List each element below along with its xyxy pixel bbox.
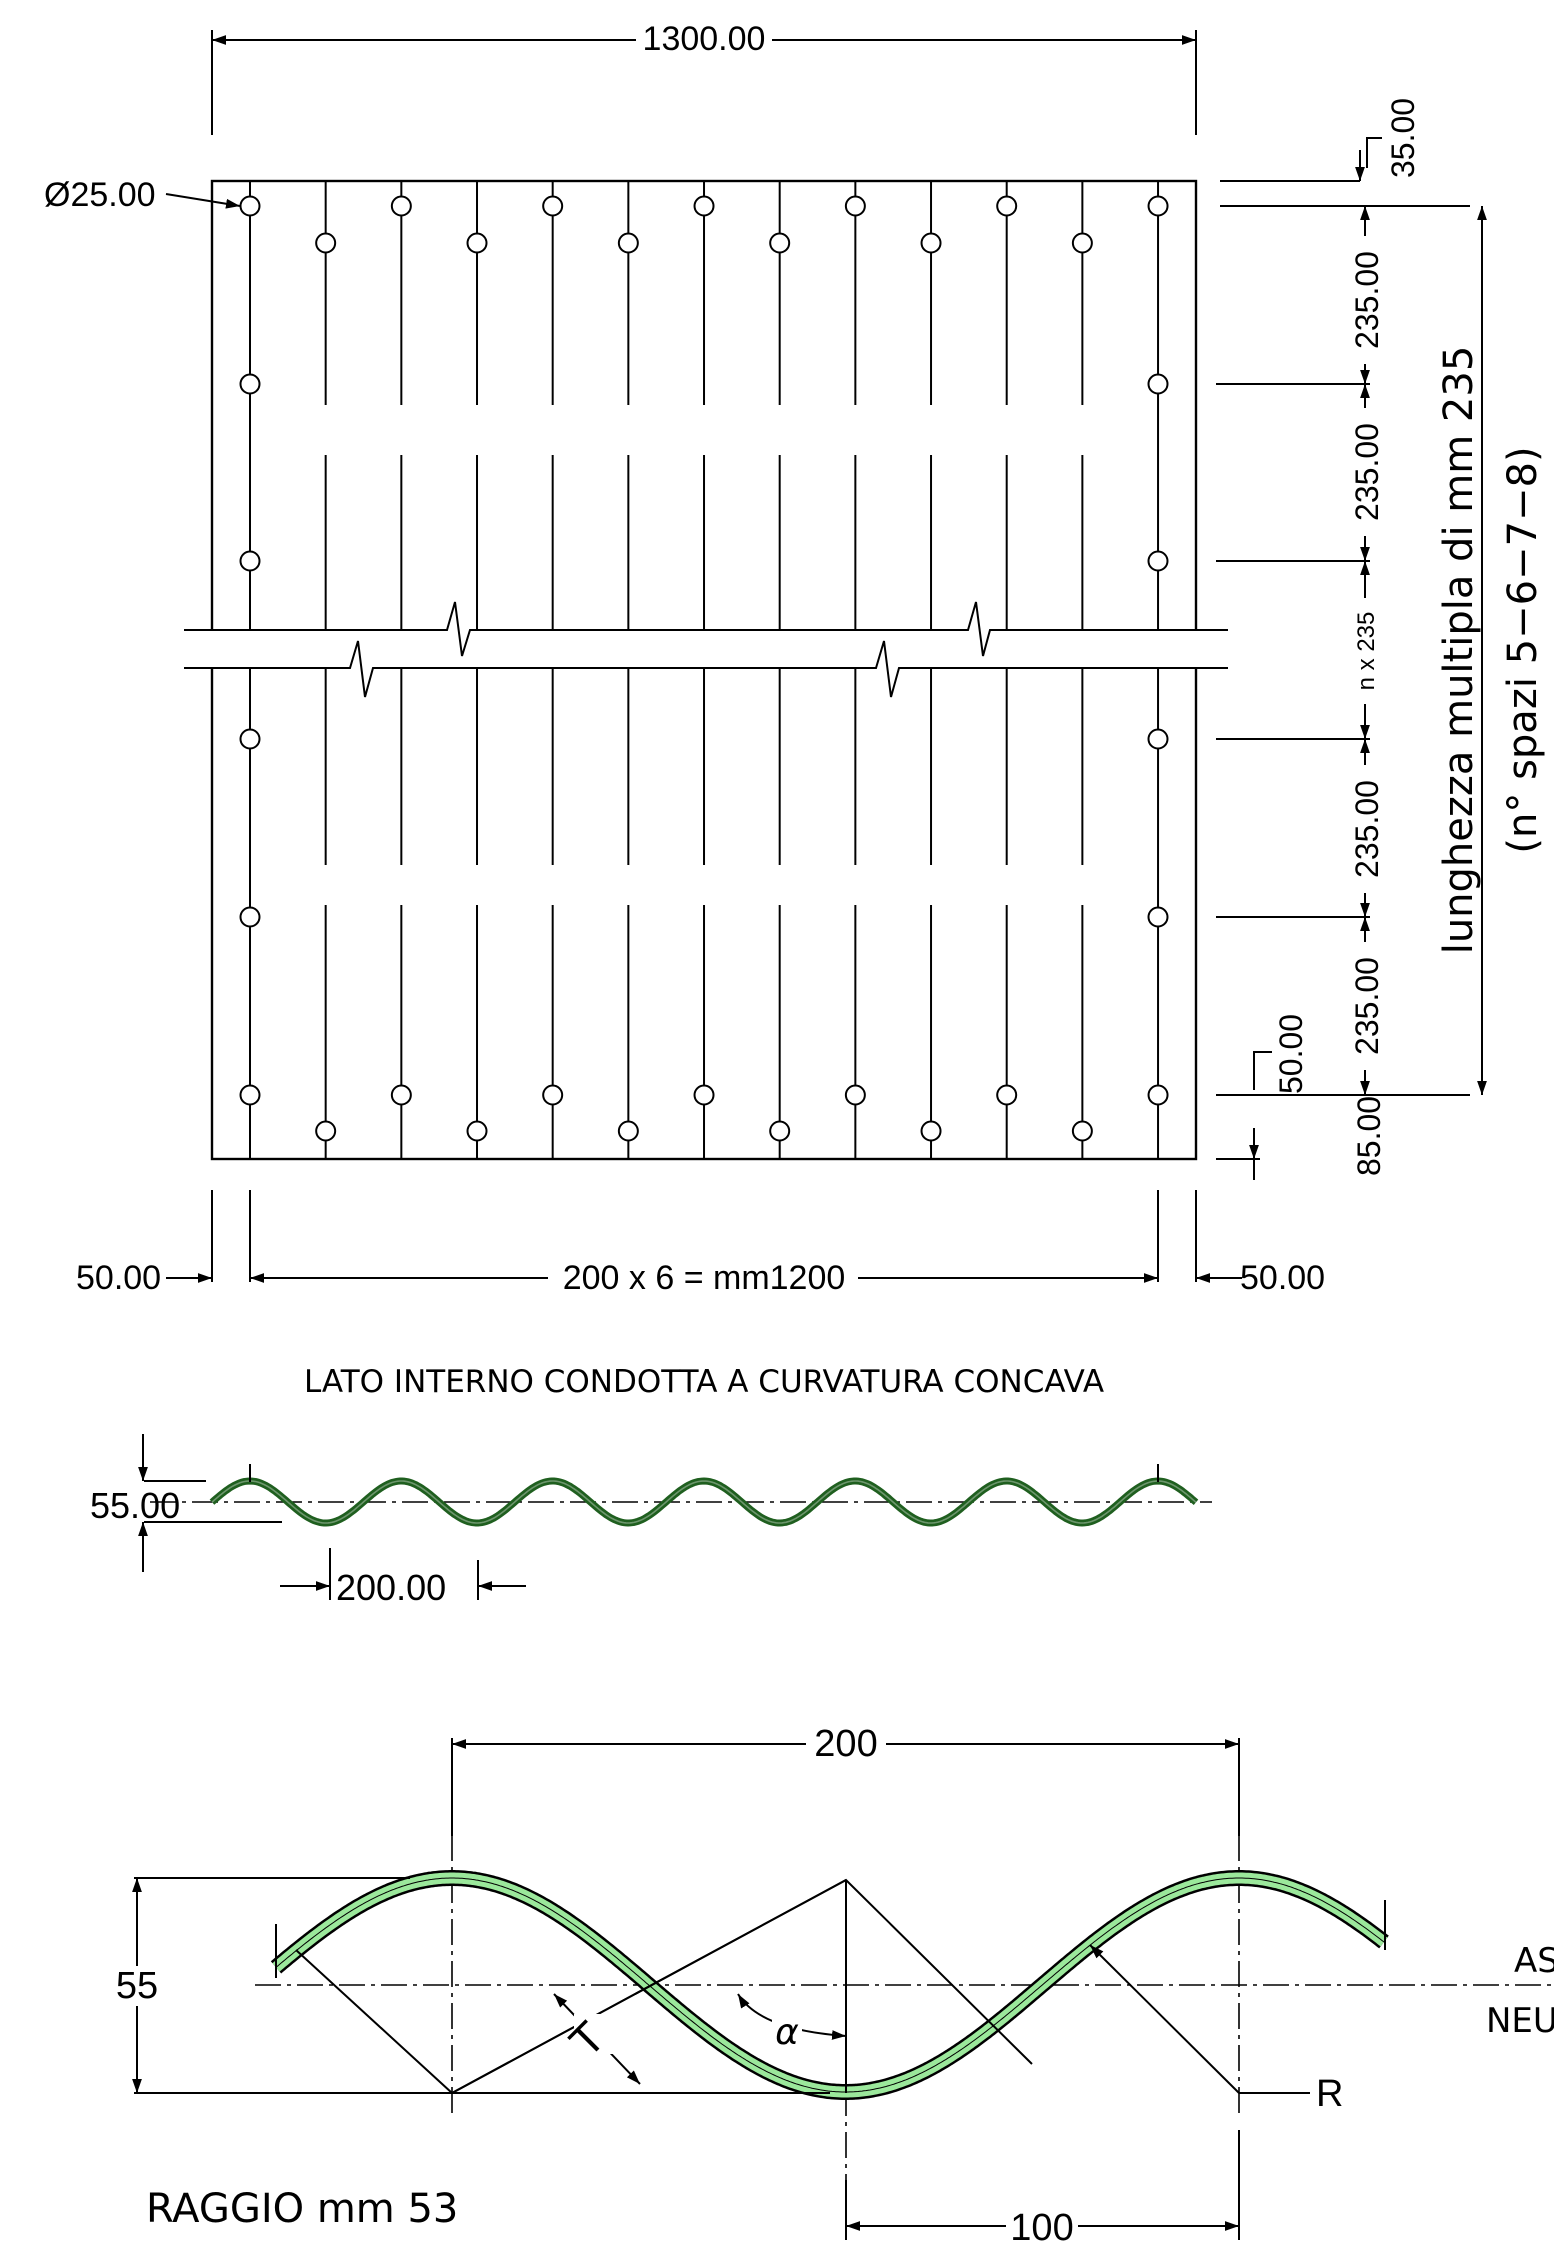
hole <box>693 195 715 217</box>
break-line-lower <box>184 640 1228 698</box>
hole <box>315 1120 337 1142</box>
hole <box>315 232 337 254</box>
hole <box>239 195 261 217</box>
dim-right-margin-label: 50.00 <box>1240 1259 1325 1297</box>
axis-label-line1: AS <box>1514 1941 1554 1981</box>
section-title: LATO INTERNO CONDOTTA A CURVATURA CONCAV… <box>304 1364 1104 1400</box>
hole <box>239 728 261 750</box>
hole <box>390 1084 412 1106</box>
hole <box>1147 373 1169 395</box>
hole <box>239 373 261 395</box>
angle-label: α <box>775 2012 799 2053</box>
radius-note: RAGGIO mm 53 <box>146 2186 458 2232</box>
detail-dim-pitch: 200 <box>814 1723 877 1765</box>
hole <box>466 232 488 254</box>
profile-wave-outer <box>209 1477 1199 1527</box>
hole <box>996 195 1018 217</box>
profile-dim-height: 55.00 <box>90 1485 180 1526</box>
dim-row-label-3: 235.00 <box>1349 780 1385 878</box>
corrugation-lines <box>249 181 1160 1159</box>
hole <box>239 906 261 928</box>
break-band <box>180 629 1230 669</box>
profile-dim-pitch: 200.00 <box>336 1567 446 1608</box>
break-line-upper <box>184 601 1228 657</box>
profile-view: 55.00 200.00 <box>90 1434 1212 1608</box>
axis-label-line2: NEU <box>1486 2001 1554 2041</box>
detail-dim-height: 55 <box>116 1965 158 2007</box>
hole <box>390 195 412 217</box>
dim-row-label-1: 235.00 <box>1349 423 1385 521</box>
dim-row-label-2: n x 235 <box>1353 612 1380 691</box>
detail-dim-half-pitch: 100 <box>1010 2207 1073 2244</box>
dim-row-label-4: 235.00 <box>1349 957 1385 1055</box>
hole <box>542 1084 564 1106</box>
radius-label: R <box>1316 2073 1343 2115</box>
hole <box>769 232 791 254</box>
hole <box>769 1120 791 1142</box>
dim-row-label-0: 235.00 <box>1349 251 1385 349</box>
plate-view: 1300.00 Ø25.00 35.00 235.00 235.00 <box>44 20 1546 1297</box>
dim-bottom-a-label: 50.00 <box>1273 1014 1309 1094</box>
detail-view: 200 55 T α R AS NEU 100 RAGGIO mm 53 <box>112 1723 1554 2244</box>
hole <box>617 232 639 254</box>
hole <box>920 1120 942 1142</box>
dim-top-offset-leader <box>1366 137 1382 168</box>
hole <box>1071 1120 1093 1142</box>
hole <box>1147 550 1169 572</box>
detail-wave-center <box>275 1877 1385 2093</box>
dim-top-offset-label: 35.00 <box>1385 98 1421 178</box>
length-label-line1: lunghezza multipla di mm 235 <box>1436 346 1482 955</box>
dim-bottom-b-label: 85.00 <box>1351 1096 1387 1176</box>
profile-wave-inner <box>211 1480 1197 1524</box>
dim-pitch-total-label: 200 x 6 = mm1200 <box>563 1259 846 1297</box>
hole-leader <box>165 193 241 209</box>
hole <box>239 550 261 572</box>
hole <box>1071 232 1093 254</box>
hole <box>542 195 564 217</box>
hole <box>1147 195 1169 217</box>
hole <box>844 195 866 217</box>
dim-width-label: 1300.00 <box>643 20 766 58</box>
hole <box>920 232 942 254</box>
dim-left-margin-label: 50.00 <box>76 1259 161 1297</box>
holes <box>239 195 1169 1142</box>
hole-diameter-label: Ø25.00 <box>44 176 156 214</box>
hole <box>617 1120 639 1142</box>
hole <box>239 1084 261 1106</box>
hole <box>844 1084 866 1106</box>
length-label-line2: (n° spazi 5−6−7−8) <box>1500 446 1546 853</box>
hole <box>693 1084 715 1106</box>
hole <box>1147 728 1169 750</box>
hole <box>1147 1084 1169 1106</box>
hole <box>1147 906 1169 928</box>
hole <box>466 1120 488 1142</box>
hole <box>996 1084 1018 1106</box>
radius-line <box>1089 1944 1240 2094</box>
dim-bottom-a-leader <box>1253 1051 1272 1090</box>
